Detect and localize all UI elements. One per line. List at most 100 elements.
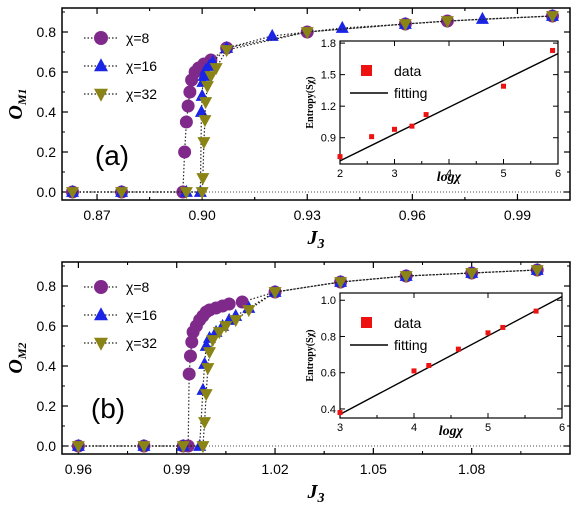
panel-label: (b) [91, 393, 125, 424]
data-point-series-1 [181, 99, 195, 113]
data-point-series-2 [265, 28, 279, 41]
legend-marker [94, 58, 108, 72]
data-point-series-1 [183, 349, 197, 363]
inset-y-tick-label: 0.8 [321, 331, 336, 343]
inset-y-tick-label: 0.9 [321, 133, 336, 145]
inset-x-tick-label: 4 [446, 168, 452, 180]
data-point-series-3 [204, 71, 218, 84]
x-tick-label: 0.96 [65, 461, 92, 477]
inset-legend-marker [361, 65, 372, 76]
panel-b: 0.96 0.99 1.02 1.05 1.080.00.20.40.60.8J3OM2… [5, 261, 571, 506]
inset-x-tick-label: 3 [391, 168, 397, 180]
y-tick-label: 0.4 [37, 358, 57, 374]
data-point-series-3 [209, 63, 223, 76]
data-point-series-3 [179, 187, 193, 200]
data-point-series-3 [465, 268, 479, 281]
inset-fit-line [339, 296, 563, 415]
inset-frame [339, 40, 559, 165]
x-tick-label: 0.93 [294, 207, 321, 223]
y-axis-label-sub: M2 [15, 342, 29, 360]
x-tick-label: 1.05 [360, 461, 387, 477]
data-point-series-1 [179, 115, 193, 129]
data-point-series-3 [202, 347, 216, 360]
y-tick-label: 0.4 [37, 104, 57, 120]
data-point-series-3 [198, 417, 212, 430]
x-axis-label: J3 [307, 227, 325, 252]
legend-label: χ=16 [126, 58, 157, 74]
data-point-series-3 [176, 441, 190, 454]
inset-data-point [409, 123, 415, 129]
data-point-series-3 [219, 321, 233, 334]
inset-y-tick-label: 1.5 [321, 70, 336, 82]
data-point-series-3 [206, 335, 220, 348]
inset-data-point [501, 83, 506, 89]
y-tick-label: 0.6 [37, 64, 57, 80]
data-point-series-1 [178, 145, 192, 159]
data-point-series-3 [242, 305, 256, 318]
y-tick-label: 0.0 [37, 438, 57, 454]
y-tick-label: 0.8 [37, 278, 57, 294]
x-tick-label: 0.99 [504, 207, 531, 223]
inset-y-tick-label: 1.0 [321, 295, 336, 307]
inset-data-point [337, 154, 343, 160]
y-axis-label: OM1 [5, 88, 29, 119]
data-point-series-3 [268, 287, 282, 300]
data-point-series-3 [212, 327, 226, 340]
data-point-series-3 [199, 97, 213, 110]
x-tick-label: 0.96 [399, 207, 426, 223]
data-point-series-3 [399, 271, 413, 284]
legend-label: χ=32 [126, 86, 157, 102]
y-axis-label-main: O [5, 359, 27, 373]
data-point-series-3 [196, 441, 210, 454]
data-point-series-1 [222, 297, 236, 311]
data-point-series-3 [196, 173, 210, 186]
y-tick-label: 0.6 [37, 318, 57, 334]
inset-x-axis-label: logχ [439, 424, 464, 439]
inset-x-tick-label: 3 [337, 422, 343, 434]
data-point-series-3 [545, 11, 559, 24]
x-tick-label: 1.02 [261, 461, 288, 477]
y-tick-label: 0.2 [37, 398, 57, 414]
inset-data-point [392, 126, 397, 132]
inset-y-axis-label: Entropy(Sχ) [305, 329, 316, 381]
y-axis-label: OM2 [5, 342, 29, 373]
inset-data-point [533, 308, 539, 314]
data-point-series-3 [195, 187, 209, 200]
inset-x-tick-label: 4 [411, 422, 417, 434]
inset-y-axis-label: Entropy(Sχ) [305, 76, 316, 128]
data-point-series-3 [300, 27, 314, 40]
x-tick-label: 1.08 [458, 461, 485, 477]
y-axis-label-main: O [5, 105, 27, 119]
inset-legend-label: fitting [394, 337, 427, 353]
x-axis-label-sub: 3 [317, 237, 325, 252]
inset-y-tick-label: 0.6 [321, 368, 336, 380]
legend-marker [94, 307, 108, 321]
inset-x-tick-label: 2 [337, 168, 343, 180]
plot-frame [61, 261, 571, 455]
inset-data-point [369, 134, 375, 140]
y-tick-label: 0.8 [37, 24, 57, 40]
inset-y-tick-label: 1.2 [321, 101, 336, 113]
x-axis-label: J3 [307, 481, 325, 506]
data-point-series-3 [440, 16, 454, 29]
inset-legend-label: data [394, 315, 421, 331]
inset-data-point [485, 330, 491, 336]
data-point-series-1 [185, 335, 199, 349]
inset-x-tick-label: 5 [485, 422, 491, 434]
data-point-series-3 [66, 187, 80, 200]
data-point-series-3 [334, 277, 348, 290]
inset-chart: 3 4 5 6 0.4 0.6 0.8 1.0 data fitting logχ Entropy(S… [305, 292, 565, 439]
x-tick-label: 0.90 [189, 207, 216, 223]
inset-data-point [337, 410, 343, 416]
inset-y-tick-label: 1.8 [321, 38, 336, 50]
x-tick-label: 0.87 [83, 207, 110, 223]
data-point-series-3 [197, 137, 211, 150]
inset-data-point [500, 324, 506, 330]
data-point-series-3 [71, 441, 85, 454]
data-point-series-3 [200, 81, 214, 94]
data-point-series-3 [115, 187, 129, 200]
legend-marker [94, 337, 108, 351]
x-axis-label-main: J [307, 227, 319, 249]
legend-label: χ=32 [126, 335, 157, 351]
